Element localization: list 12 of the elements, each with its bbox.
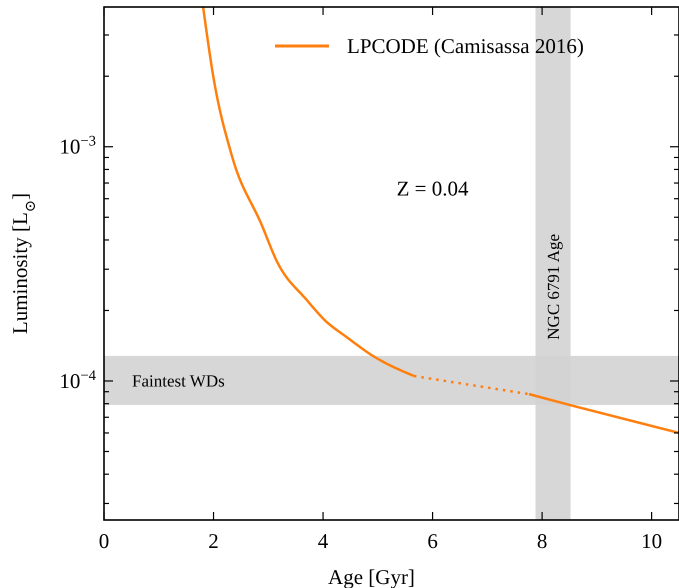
band-label: Faintest WDs	[132, 371, 225, 390]
x-tick-label: 10	[641, 529, 662, 553]
x-tick-label: 0	[98, 529, 110, 553]
legend-label: LPCODE (Camisassa 2016)	[347, 34, 584, 58]
x-tick-label: 8	[536, 529, 548, 553]
x-tick-label: 2	[208, 529, 219, 553]
band-label: NGC 6791 Age	[544, 234, 564, 340]
x-tick-label: 6	[427, 529, 438, 553]
y-tick-label: 10$^{−3}$	[59, 134, 96, 159]
y-tick-label: 10$^{−4}$	[59, 368, 97, 393]
annotation: Z = 0.04	[396, 176, 470, 200]
x-tick-label: 4	[318, 529, 329, 553]
